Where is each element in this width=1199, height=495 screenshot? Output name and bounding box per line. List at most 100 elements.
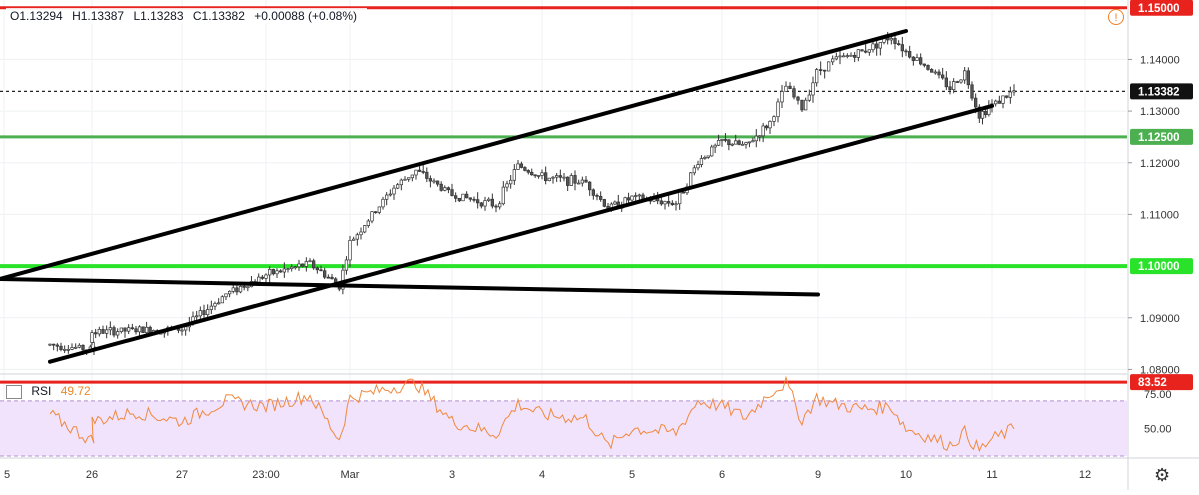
- rsi-name: RSI: [31, 384, 51, 398]
- candle-body: [984, 111, 987, 114]
- candle-body: [91, 333, 94, 343]
- candle-body: [971, 85, 974, 98]
- horizontal-levels: [0, 8, 1127, 266]
- candle-body: [842, 56, 845, 57]
- candle-body: [517, 164, 520, 170]
- candle-body: [509, 180, 512, 184]
- candle-body: [127, 328, 130, 331]
- candle-body: [49, 344, 52, 345]
- candle-body: [352, 239, 355, 240]
- candle-body: [331, 277, 334, 279]
- price-axis: 1.080001.090001.110001.120001.130001.140…: [1128, 0, 1199, 490]
- candle-body: [552, 177, 555, 178]
- candle-body: [451, 190, 454, 196]
- candle-body: [71, 348, 74, 350]
- candle-body: [835, 57, 838, 59]
- time-tick-label: 6: [719, 469, 725, 481]
- candle-body: [520, 164, 523, 168]
- candle-body: [491, 199, 494, 206]
- time-tick-label: Mar: [341, 469, 360, 481]
- candle-body: [537, 175, 540, 176]
- candle-body: [257, 277, 260, 282]
- candle-body: [473, 199, 476, 200]
- candle-body: [710, 147, 713, 156]
- axis-background: [1128, 0, 1199, 490]
- rsi-legend: RSI 49.72: [6, 384, 91, 399]
- candle-body: [592, 190, 595, 196]
- candle-body: [667, 201, 670, 203]
- candle-body: [272, 269, 275, 273]
- candle-body: [316, 268, 319, 270]
- price-tick-label: 1.11000: [1140, 209, 1179, 221]
- candle-body: [923, 64, 926, 65]
- candle-body: [400, 180, 403, 185]
- candle-body: [301, 264, 304, 266]
- candle-body: [631, 196, 634, 200]
- candle-body: [678, 192, 681, 204]
- candle-body: [789, 86, 792, 88]
- candle-body: [634, 196, 637, 197]
- collapse-icon[interactable]: [6, 385, 22, 399]
- candle-body: [570, 175, 573, 185]
- candle-body: [781, 91, 784, 101]
- candle-body: [534, 175, 537, 176]
- price-tick-label: 1.14000: [1140, 54, 1180, 66]
- candle-body: [138, 327, 141, 332]
- candle-body: [228, 291, 231, 293]
- candle-body: [393, 188, 396, 194]
- candle-body: [544, 173, 547, 181]
- candle-body: [309, 261, 312, 262]
- alert-clock-icon[interactable]: !: [1108, 9, 1124, 25]
- candle-body: [603, 199, 606, 206]
- candle-body: [819, 70, 822, 71]
- ohlc-legend: O1.13294 H1.13387 L1.13283 C1.13382 +0.0…: [6, 8, 367, 24]
- ohlc-change: +0.00088 (+0.08%): [254, 9, 357, 23]
- trendline-1: [0, 279, 818, 295]
- candle-body: [135, 329, 138, 332]
- candle-body: [261, 277, 264, 278]
- candle-body: [801, 100, 804, 110]
- candle-body: [875, 44, 878, 48]
- candle-body: [714, 145, 717, 147]
- candle-body: [440, 184, 443, 190]
- candle-body: [927, 65, 930, 69]
- candle-body: [773, 117, 776, 122]
- time-tick-label: 11: [986, 469, 997, 481]
- gear-icon[interactable]: ⚙: [1154, 465, 1170, 486]
- rsi-tag-high: 83.52: [1138, 377, 1167, 389]
- time-tick-label: 26: [86, 469, 98, 481]
- candle-body: [963, 71, 966, 80]
- candle-body: [574, 175, 577, 183]
- candle-body: [1009, 92, 1012, 97]
- candle-body: [469, 198, 472, 199]
- candle-body: [181, 330, 184, 331]
- rsi-panel: [0, 382, 1127, 456]
- candle-body: [960, 80, 963, 82]
- candle-body: [675, 204, 678, 205]
- candle-body: [1013, 91, 1016, 92]
- candle-body: [599, 196, 602, 199]
- candle-body: [382, 199, 385, 207]
- candle-body: [689, 173, 692, 187]
- candle-body: [530, 172, 533, 175]
- candle-body: [236, 288, 239, 292]
- candle-body: [930, 69, 933, 72]
- candle-body: [367, 221, 370, 226]
- candle-body: [239, 286, 242, 292]
- candle-body: [938, 72, 941, 75]
- candle-body: [765, 126, 768, 128]
- candle-body: [853, 55, 856, 57]
- candle-body: [769, 121, 772, 128]
- candle-body: [345, 260, 348, 270]
- candle-body: [283, 269, 286, 272]
- candle-body: [404, 179, 407, 180]
- candle-body: [905, 51, 908, 52]
- candle-body: [941, 75, 944, 78]
- candle-body: [994, 101, 997, 104]
- ohlc-open: O1.13294: [10, 9, 63, 23]
- candle-body: [804, 100, 807, 110]
- price-tick-label: 1.09000: [1140, 313, 1180, 325]
- candle-body: [682, 192, 685, 193]
